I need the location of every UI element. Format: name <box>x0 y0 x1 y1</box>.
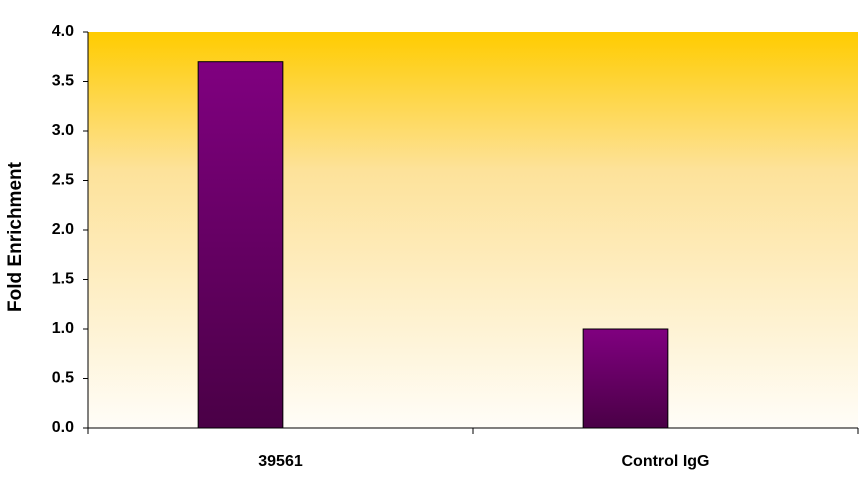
bar <box>582 328 669 429</box>
y-tick-label: 2.5 <box>52 172 74 189</box>
x-tick-label: 39561 <box>258 453 303 470</box>
y-tick-label: 0.0 <box>52 419 74 436</box>
y-axis-title: Fold Enrichment <box>5 161 26 312</box>
y-tick-label: 3.5 <box>52 73 74 90</box>
y-tick-label: 3.0 <box>52 122 74 139</box>
bar <box>197 61 284 429</box>
x-tick-label: Control IgG <box>622 453 710 470</box>
y-tick-label: 2.0 <box>52 221 74 238</box>
y-tick-label: 0.5 <box>52 370 74 387</box>
y-tick-label: 1.5 <box>52 271 74 288</box>
y-tick-label: 1.0 <box>52 320 74 337</box>
y-tick-label: 4.0 <box>52 23 74 40</box>
